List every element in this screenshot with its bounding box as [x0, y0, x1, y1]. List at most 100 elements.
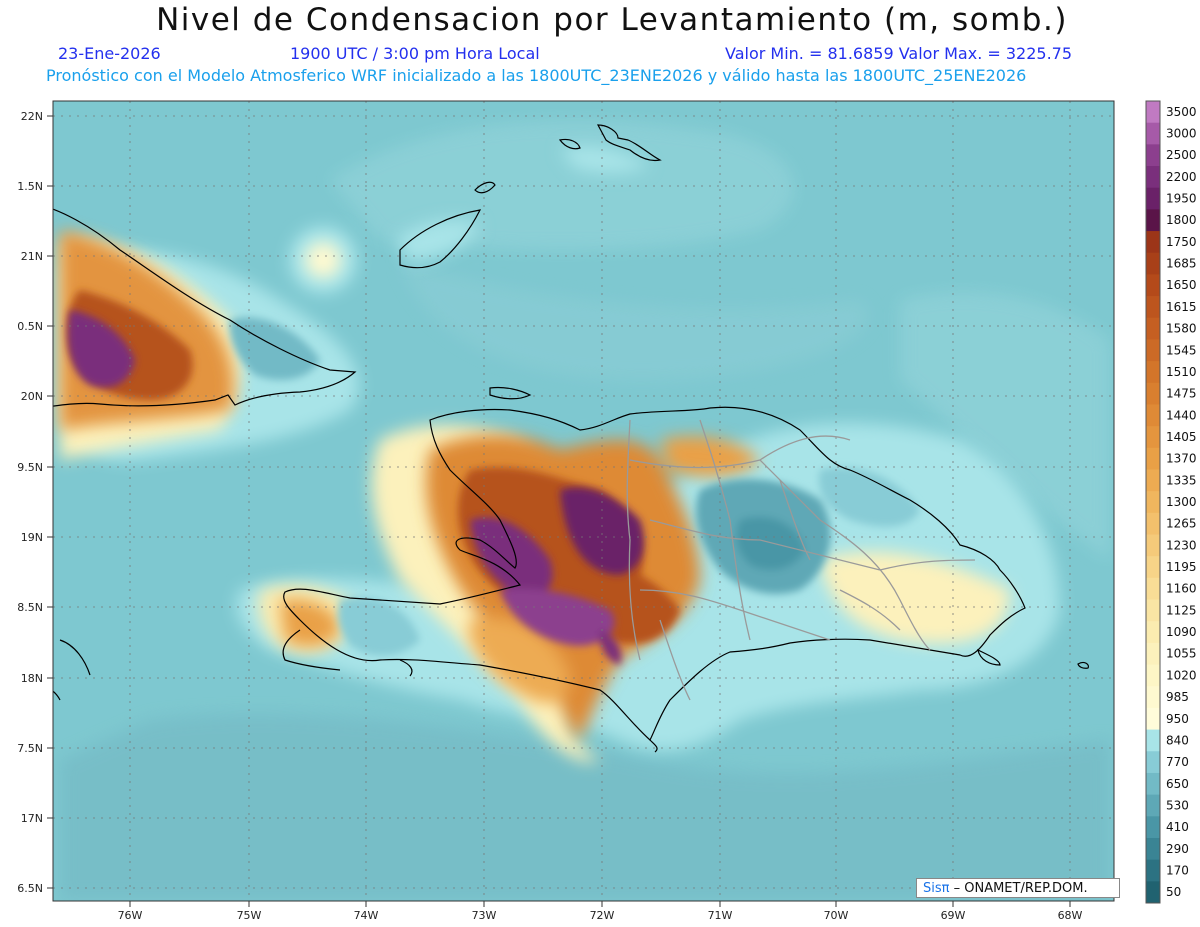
colorbar-label: 1475 — [1166, 387, 1197, 401]
model-description: Pronóstico con el Modelo Atmosferico WRF… — [46, 66, 1027, 85]
colorbar-label: 985 — [1166, 690, 1189, 704]
colorbar-swatch — [1146, 122, 1160, 145]
colorbar-label: 1195 — [1166, 560, 1197, 574]
lon-label: 70W — [824, 909, 849, 922]
colorbar-swatch — [1146, 426, 1160, 449]
map-title: Nivel de Condensacion por Levantamiento … — [156, 2, 1068, 38]
colorbar-label: 1300 — [1166, 495, 1197, 509]
lat-label: 7.5N — [17, 742, 43, 755]
colorbar-swatch — [1146, 296, 1160, 319]
colorbar-swatch — [1146, 859, 1160, 882]
lat-label: 0.5N — [17, 320, 43, 333]
forecast-time: 1900 UTC / 3:00 pm Hora Local — [290, 44, 540, 63]
colorbar-swatch — [1146, 816, 1160, 839]
lat-label: 22N — [21, 110, 43, 123]
colorbar-label: 1545 — [1166, 343, 1197, 357]
colorbar-label: 1615 — [1166, 300, 1197, 314]
colorbar-label: 3000 — [1166, 127, 1197, 141]
colorbar: 3500 3000 2500 2200 1950 1800 1750 1685 1650 1615… — [1145, 100, 1197, 904]
colorbar-swatch — [1146, 794, 1160, 817]
colorbar-label: 1580 — [1166, 322, 1197, 336]
colorbar-swatch — [1146, 534, 1160, 557]
colorbar-swatch — [1146, 209, 1160, 232]
colorbar-label: 1055 — [1166, 647, 1197, 661]
colorbar-swatch — [1146, 469, 1160, 492]
logo-text: – ONAMET/REP.DOM. — [949, 881, 1088, 896]
colorbar-label: 3500 — [1166, 105, 1197, 119]
lat-label: 18N — [21, 672, 43, 685]
colorbar-label: 1440 — [1166, 408, 1197, 422]
colorbar-label: 1750 — [1166, 235, 1197, 249]
colorbar-swatch — [1146, 361, 1160, 384]
colorbar-swatch — [1146, 642, 1160, 666]
colorbar-label: 1335 — [1166, 473, 1197, 487]
colorbar-swatch — [1146, 599, 1160, 622]
colorbar-label: 840 — [1166, 733, 1189, 747]
graticule — [53, 101, 1114, 901]
colorbar-label: 1650 — [1166, 278, 1197, 292]
map-frame — [52, 100, 1115, 902]
colorbar-swatch — [1146, 512, 1160, 536]
colorbar-label: 1020 — [1166, 668, 1197, 682]
colorbar-label: 1230 — [1166, 538, 1197, 552]
colorbar-label: 1950 — [1166, 192, 1197, 206]
lat-label: 8.5N — [17, 601, 43, 614]
colorbar-swatch — [1146, 707, 1160, 731]
lon-label: 75W — [237, 909, 262, 922]
sispi-onamet-logo: Sisπ – ONAMET/REP.DOM. — [916, 878, 1120, 898]
colorbar-swatch — [1146, 382, 1160, 405]
colorbar-label: 1405 — [1166, 430, 1197, 444]
map-field — [53, 101, 1114, 901]
colorbar-swatch — [1146, 274, 1160, 297]
colorbar-swatch — [1146, 231, 1160, 254]
colorbar-label: 2200 — [1166, 170, 1197, 184]
colorbar-swatch — [1146, 621, 1160, 644]
lon-label: 69W — [941, 909, 966, 922]
lon-label: 76W — [118, 909, 143, 922]
lon-label: 74W — [354, 909, 379, 922]
colorbar-label: 290 — [1166, 842, 1189, 856]
colorbar-swatch — [1146, 881, 1160, 904]
colorbar-swatch — [1146, 772, 1160, 796]
colorbar-label: 770 — [1166, 755, 1189, 769]
colorbar-swatch — [1146, 664, 1160, 687]
colorbar-label: 530 — [1166, 798, 1189, 812]
colorbar-swatch — [1146, 404, 1160, 427]
colorbar-swatch — [1146, 491, 1160, 514]
lat-label: 1.5N — [17, 180, 43, 193]
lat-label: 19N — [21, 531, 43, 544]
colorbar-label: 1125 — [1166, 603, 1197, 617]
lat-label: 21N — [21, 250, 43, 263]
lon-label: 72W — [590, 909, 615, 922]
colorbar-swatch — [1146, 729, 1160, 752]
lon-label: 71W — [708, 909, 733, 922]
forecast-date: 23-Ene-2026 — [58, 44, 161, 63]
provincial-borders — [626, 419, 976, 701]
lat-label: 6.5N — [17, 882, 43, 895]
colorbar-swatch — [1146, 144, 1160, 167]
lat-label: 20N — [21, 390, 43, 403]
colorbar-label: 950 — [1166, 712, 1189, 726]
coastlines — [53, 124, 1090, 753]
colorbar-swatch — [1146, 686, 1160, 709]
colorbar-label: 1800 — [1166, 213, 1197, 227]
lon-label: 73W — [472, 909, 497, 922]
colorbar-swatch — [1146, 187, 1160, 210]
colorbar-label: 1370 — [1166, 452, 1197, 466]
min-max-values: Valor Min. = 81.6859 Valor Max. = 3225.7… — [725, 44, 1073, 63]
colorbar-label: 1510 — [1166, 365, 1197, 379]
colorbar-label: 50 — [1166, 885, 1181, 899]
colorbar-swatch — [1146, 101, 1160, 124]
lon-label: 68W — [1058, 909, 1083, 922]
colorbar-label: 170 — [1166, 863, 1189, 877]
logo-brand: Sisπ — [923, 881, 950, 896]
colorbar-swatch — [1146, 339, 1160, 362]
colorbar-label: 1090 — [1166, 625, 1197, 639]
colorbar-swatch — [1146, 556, 1160, 579]
colorbar-swatch — [1146, 166, 1160, 189]
tick-marks — [47, 115, 1071, 907]
colorbar-swatch — [1146, 252, 1160, 275]
colorbar-frame — [1145, 100, 1161, 904]
colorbar-swatch — [1146, 317, 1160, 340]
